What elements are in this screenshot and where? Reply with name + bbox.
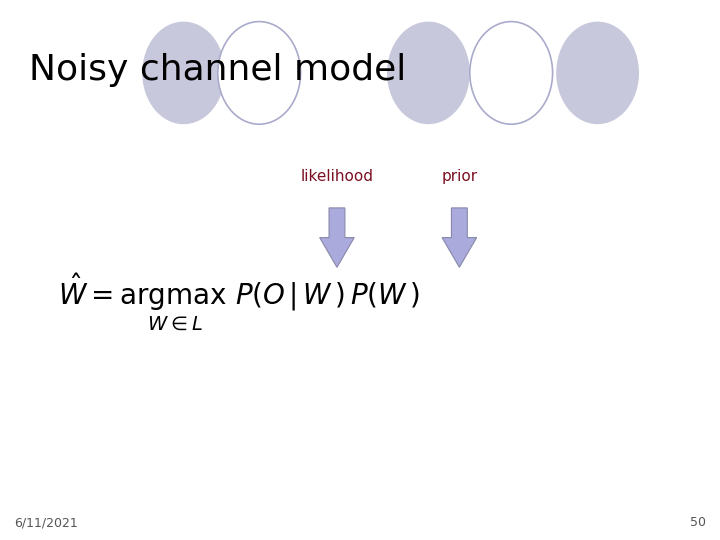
FancyArrow shape xyxy=(320,208,354,267)
Ellipse shape xyxy=(387,22,469,124)
Ellipse shape xyxy=(557,22,639,124)
Ellipse shape xyxy=(217,22,301,124)
Text: Noisy channel model: Noisy channel model xyxy=(29,53,406,87)
FancyArrow shape xyxy=(442,208,477,267)
Text: 6/11/2021: 6/11/2021 xyxy=(14,516,78,529)
Text: 50: 50 xyxy=(690,516,706,529)
Text: likelihood: likelihood xyxy=(300,168,374,184)
Text: prior: prior xyxy=(441,168,477,184)
Text: $\hat{W} = \underset{W \in L}{\operatorname{argmax}}\,P(O\,|\,W\,)\,P(W\,)$: $\hat{W} = \underset{W \in L}{\operatorn… xyxy=(58,272,420,333)
Ellipse shape xyxy=(469,22,553,124)
Ellipse shape xyxy=(142,22,225,124)
